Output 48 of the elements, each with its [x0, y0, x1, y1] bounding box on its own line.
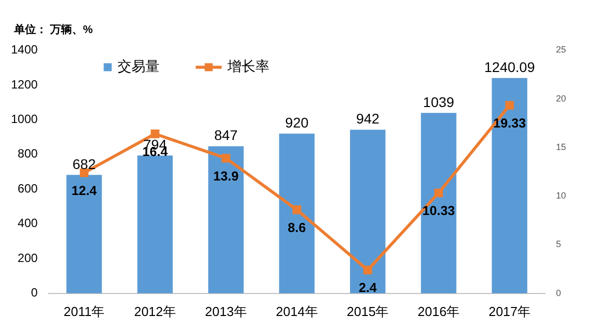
data-label: 1039 — [423, 94, 454, 110]
bar — [350, 130, 386, 294]
x-tick-label: 2015年 — [346, 304, 389, 319]
data-label: 942 — [356, 110, 380, 127]
y-tick-label: 400 — [18, 216, 38, 230]
bar — [208, 146, 244, 294]
x-tick-label: 2011年 — [64, 304, 105, 319]
text: 单位： 万辆、% — [14, 22, 93, 37]
y-tick-label: 200 — [18, 250, 38, 265]
point — [434, 188, 443, 198]
point — [222, 154, 230, 163]
y2-tick-label: 15 — [556, 142, 566, 152]
bar — [137, 155, 173, 294]
y2-tick-label: 5 — [556, 239, 562, 250]
point — [292, 205, 302, 214]
point — [505, 101, 514, 110]
x-tick-label: 2016年 — [418, 304, 460, 319]
y-tick-label: 0 — [31, 286, 38, 300]
y2-tick-label: 25 — [556, 44, 566, 55]
point — [363, 266, 372, 274]
data-label: 682 — [72, 156, 96, 172]
y2-tick-label: 0 — [556, 288, 562, 298]
x-tick-label: 2014年 — [276, 304, 318, 319]
x-tick-label: 2017年 — [488, 304, 530, 319]
bar — [66, 174, 102, 294]
data-label: 10.33 — [422, 202, 455, 218]
y-tick-label: 1200 — [10, 77, 38, 92]
x-tick-label: 2013年 — [204, 304, 247, 319]
y-tick-label: 800 — [18, 146, 38, 161]
data-label: 1240.09 — [484, 58, 536, 75]
y2-tick-label: 10 — [556, 190, 566, 201]
legend-label: 增长率 — [226, 58, 270, 74]
point — [150, 130, 160, 138]
legend-label: 交易量 — [118, 58, 160, 74]
data-label: 847 — [214, 127, 238, 144]
x-tick-label: 2012年 — [134, 304, 176, 319]
data-label: 2.4 — [358, 280, 378, 296]
bar — [279, 134, 315, 294]
data-label: 13.9 — [213, 168, 239, 184]
y-tick-label: 600 — [18, 181, 38, 196]
bar — [420, 112, 456, 294]
bar — [492, 78, 528, 294]
y2-tick-label: 20 — [556, 93, 566, 104]
data-label: 8.6 — [288, 220, 306, 235]
y-tick-label: 1400 — [10, 42, 38, 57]
data-label: 920 — [285, 114, 309, 130]
y-tick-label: 1000 — [10, 112, 38, 126]
data-label: 12.4 — [71, 182, 98, 198]
